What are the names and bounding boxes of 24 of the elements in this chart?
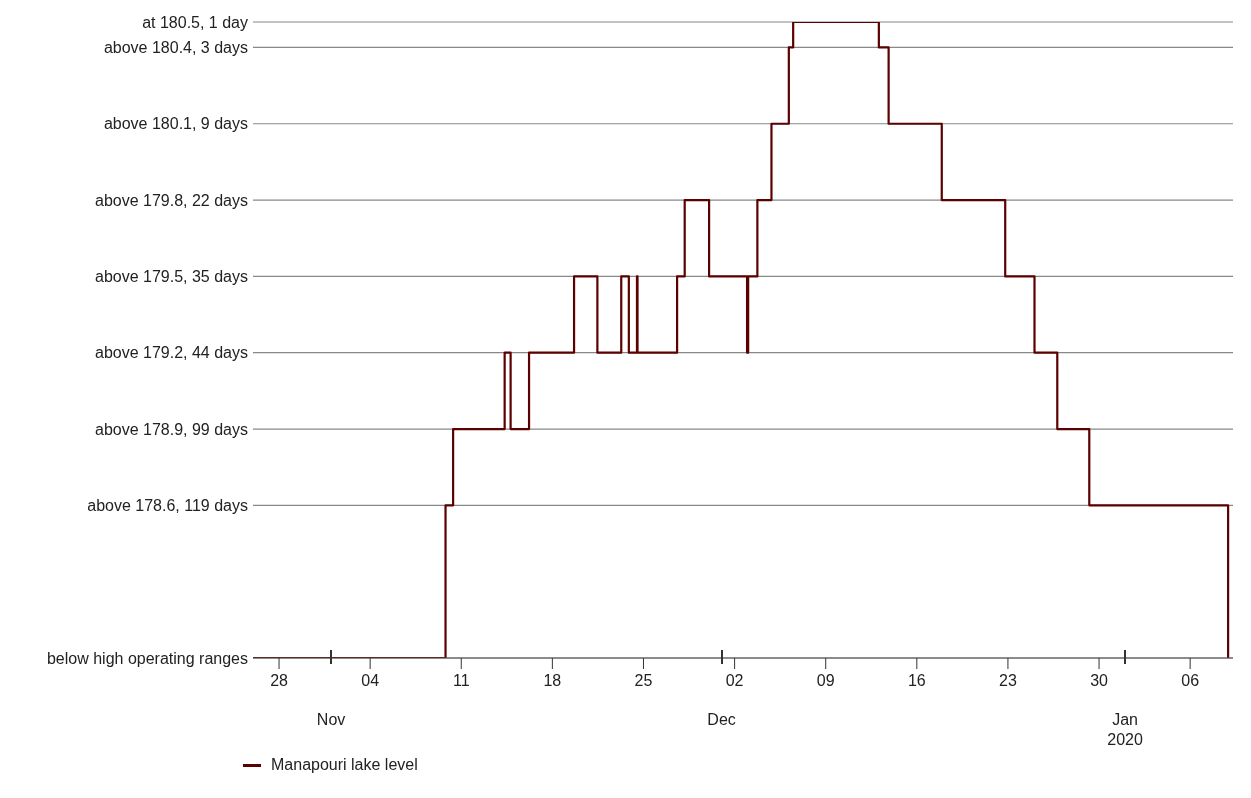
x-tick-label: 23: [999, 672, 1017, 689]
x-tick-label: 25: [634, 672, 653, 689]
ref-line-label: above 180.1, 9 days: [103, 115, 248, 133]
text: Jan 2020: [1106, 710, 1144, 750]
text: Dec: [706, 710, 737, 730]
ref-line-label: above 179.2, 44 days: [94, 344, 248, 362]
legend-label: Manapouri lake level: [271, 756, 418, 774]
ref-line-label: above 179.8, 22 days: [94, 191, 248, 209]
x-tick-label: 09: [816, 672, 835, 689]
x-tick-label: 04: [361, 672, 380, 689]
ref-line-label: above 178.9, 99 days: [94, 420, 248, 438]
x-tick-label: 11: [452, 672, 470, 689]
x-tick-label: 16: [907, 672, 926, 689]
text: Nov: [315, 710, 347, 730]
ref-line-label: above 179.5, 35 days: [94, 268, 248, 286]
ref-line-label: above 178.6, 119 days: [87, 497, 248, 515]
ref-line-label: at 180.5, 1 day: [142, 13, 248, 31]
x-tick-label: 02: [725, 672, 744, 689]
x-tick-label: 18: [543, 672, 562, 689]
x-tick-label: 28: [270, 672, 289, 689]
ref-line-label: above 180.4, 3 days: [103, 39, 248, 57]
x-tick-label: 30: [1090, 672, 1109, 689]
ref-line-label: below high operating ranges: [46, 649, 248, 667]
x-tick-label: 06: [1181, 672, 1200, 689]
